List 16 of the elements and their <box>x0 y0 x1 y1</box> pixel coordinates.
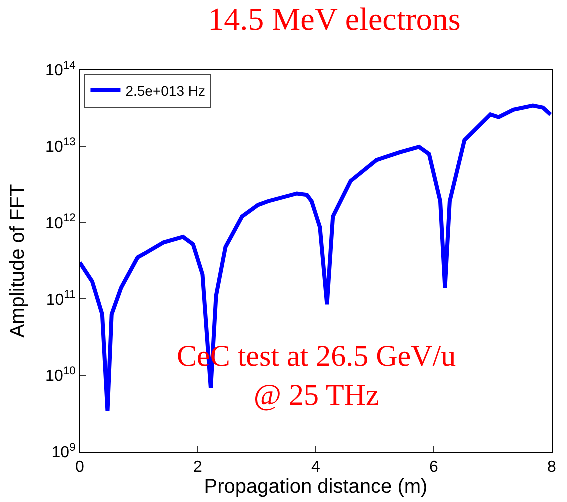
x-tick-label: 4 <box>312 459 321 476</box>
y-axis-title: Amplitude of FFT <box>7 184 30 338</box>
chart-title: 14.5 MeV electrons <box>208 0 461 37</box>
y-tick-label: 10$^{11}$ <box>46 289 76 309</box>
x-tick-label: 8 <box>548 459 557 476</box>
y-tick-label: 10$^{10}$ <box>46 365 76 386</box>
y-tick-label: 10$^{14}$ <box>46 60 76 80</box>
x-tick-label: 0 <box>76 459 85 476</box>
y-tick-label: 10$^{12}$ <box>46 212 76 232</box>
legend-label: 2.5e+013 Hz <box>126 82 206 99</box>
x-tick-label: 6 <box>430 459 439 476</box>
y-tick-label: 10$^{9}$ <box>52 442 76 462</box>
x-tick-label: 2 <box>194 459 203 476</box>
line-series <box>80 104 552 414</box>
x-axis-title: Propagation distance (m) <box>204 476 428 498</box>
y-tick-label: 10$^{13}$ <box>46 136 76 156</box>
